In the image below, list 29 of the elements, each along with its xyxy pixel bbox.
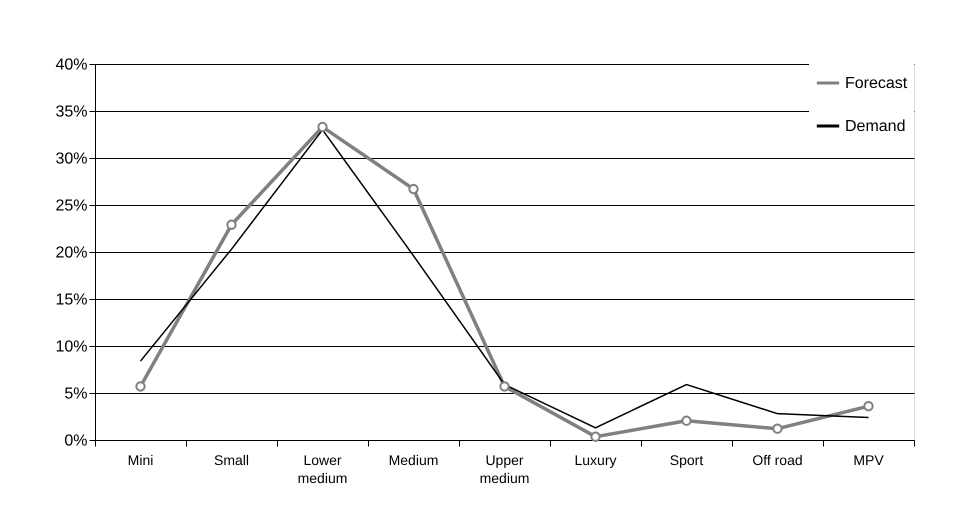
x-tick-label: Mini — [128, 452, 154, 468]
x-tick-label: Luxury — [574, 452, 617, 468]
x-tick-label: MPV — [853, 452, 884, 468]
y-tick-label: 40% — [55, 56, 88, 74]
point — [681, 416, 692, 426]
point — [135, 381, 146, 392]
y-tick-label: 30% — [55, 150, 88, 168]
legend-label: Demand — [845, 118, 906, 135]
x-tick-label: Lower medium — [298, 452, 348, 486]
x-tick-label: Sport — [670, 452, 704, 468]
y-tick-label: 15% — [55, 292, 88, 308]
x-tick-label: Upper medium — [480, 452, 530, 486]
y-tick-label: 25% — [55, 198, 88, 214]
point — [408, 184, 419, 194]
y-tick-label: 5% — [64, 386, 88, 402]
point — [863, 400, 874, 412]
x-tick-label: Off road — [752, 452, 803, 468]
y-tick-label: 0% — [64, 432, 88, 450]
y-tick-label: 10% — [55, 338, 88, 356]
point — [590, 432, 601, 442]
point — [317, 122, 328, 132]
x-tick-label: Medium — [388, 452, 438, 468]
point — [772, 424, 783, 434]
point — [499, 381, 510, 392]
y-tick-label: 35% — [55, 104, 88, 120]
x-tick-label: Small — [214, 452, 250, 468]
y-tick-label: 20% — [55, 244, 88, 262]
legend-label: Forecast — [845, 75, 908, 92]
point — [226, 220, 237, 230]
